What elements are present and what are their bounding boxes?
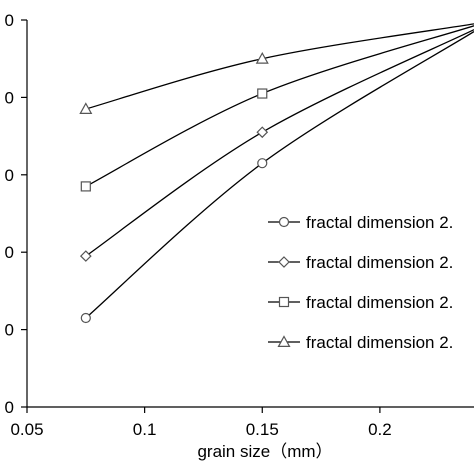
series-triangle	[79, 23, 474, 115]
series-diamond	[79, 29, 474, 262]
y-tick-label: 0	[5, 166, 14, 185]
series-circle	[80, 31, 474, 324]
x-tick-label: 0.1	[133, 420, 157, 439]
legend-marker-triangle	[277, 335, 291, 347]
y-tick-label: 0	[5, 11, 14, 30]
x-axis-title: grain size（mm）	[197, 442, 332, 461]
data-point-diamond	[79, 250, 92, 262]
data-point-circle	[80, 312, 91, 324]
y-tick-label: 0	[5, 321, 14, 340]
legend-marker-circle	[278, 216, 290, 228]
series-line	[85, 31, 474, 319]
data-point-triangle	[79, 102, 93, 115]
legend-entry: fractal dimension 2.	[268, 333, 453, 352]
axes: 0 0 0 0 0 0 0.05 0.1 0.15 0.2	[5, 11, 474, 439]
y-tick-label: 0	[5, 398, 14, 417]
data-point-square	[80, 181, 91, 192]
legend: fractal dimension 2. fractal dimension 2.…	[268, 213, 453, 352]
data-point-circle	[257, 158, 268, 169]
data-point-triangle	[255, 51, 269, 64]
legend-marker-square	[278, 296, 290, 308]
series-square	[80, 25, 474, 192]
x-tick-label: 0.15	[246, 420, 279, 439]
legend-label: fractal dimension 2.	[306, 333, 453, 352]
x-tick-label: 0.2	[368, 420, 392, 439]
y-tick-label: 0	[5, 243, 14, 262]
series-layer	[79, 23, 474, 324]
data-point-diamond	[256, 126, 269, 139]
data-point-square	[257, 88, 268, 99]
series-line	[85, 25, 474, 187]
legend-entry: fractal dimension 2.	[268, 293, 453, 312]
legend-entry: fractal dimension 2.	[268, 213, 453, 232]
legend-label: fractal dimension 2.	[306, 293, 453, 312]
legend-marker-diamond	[278, 256, 290, 268]
y-tick-label: 0	[5, 88, 14, 107]
x-tick-label: 0.05	[10, 420, 43, 439]
legend-label: fractal dimension 2.	[306, 213, 453, 232]
legend-entry: fractal dimension 2.	[268, 253, 453, 272]
legend-label: fractal dimension 2.	[306, 253, 453, 272]
